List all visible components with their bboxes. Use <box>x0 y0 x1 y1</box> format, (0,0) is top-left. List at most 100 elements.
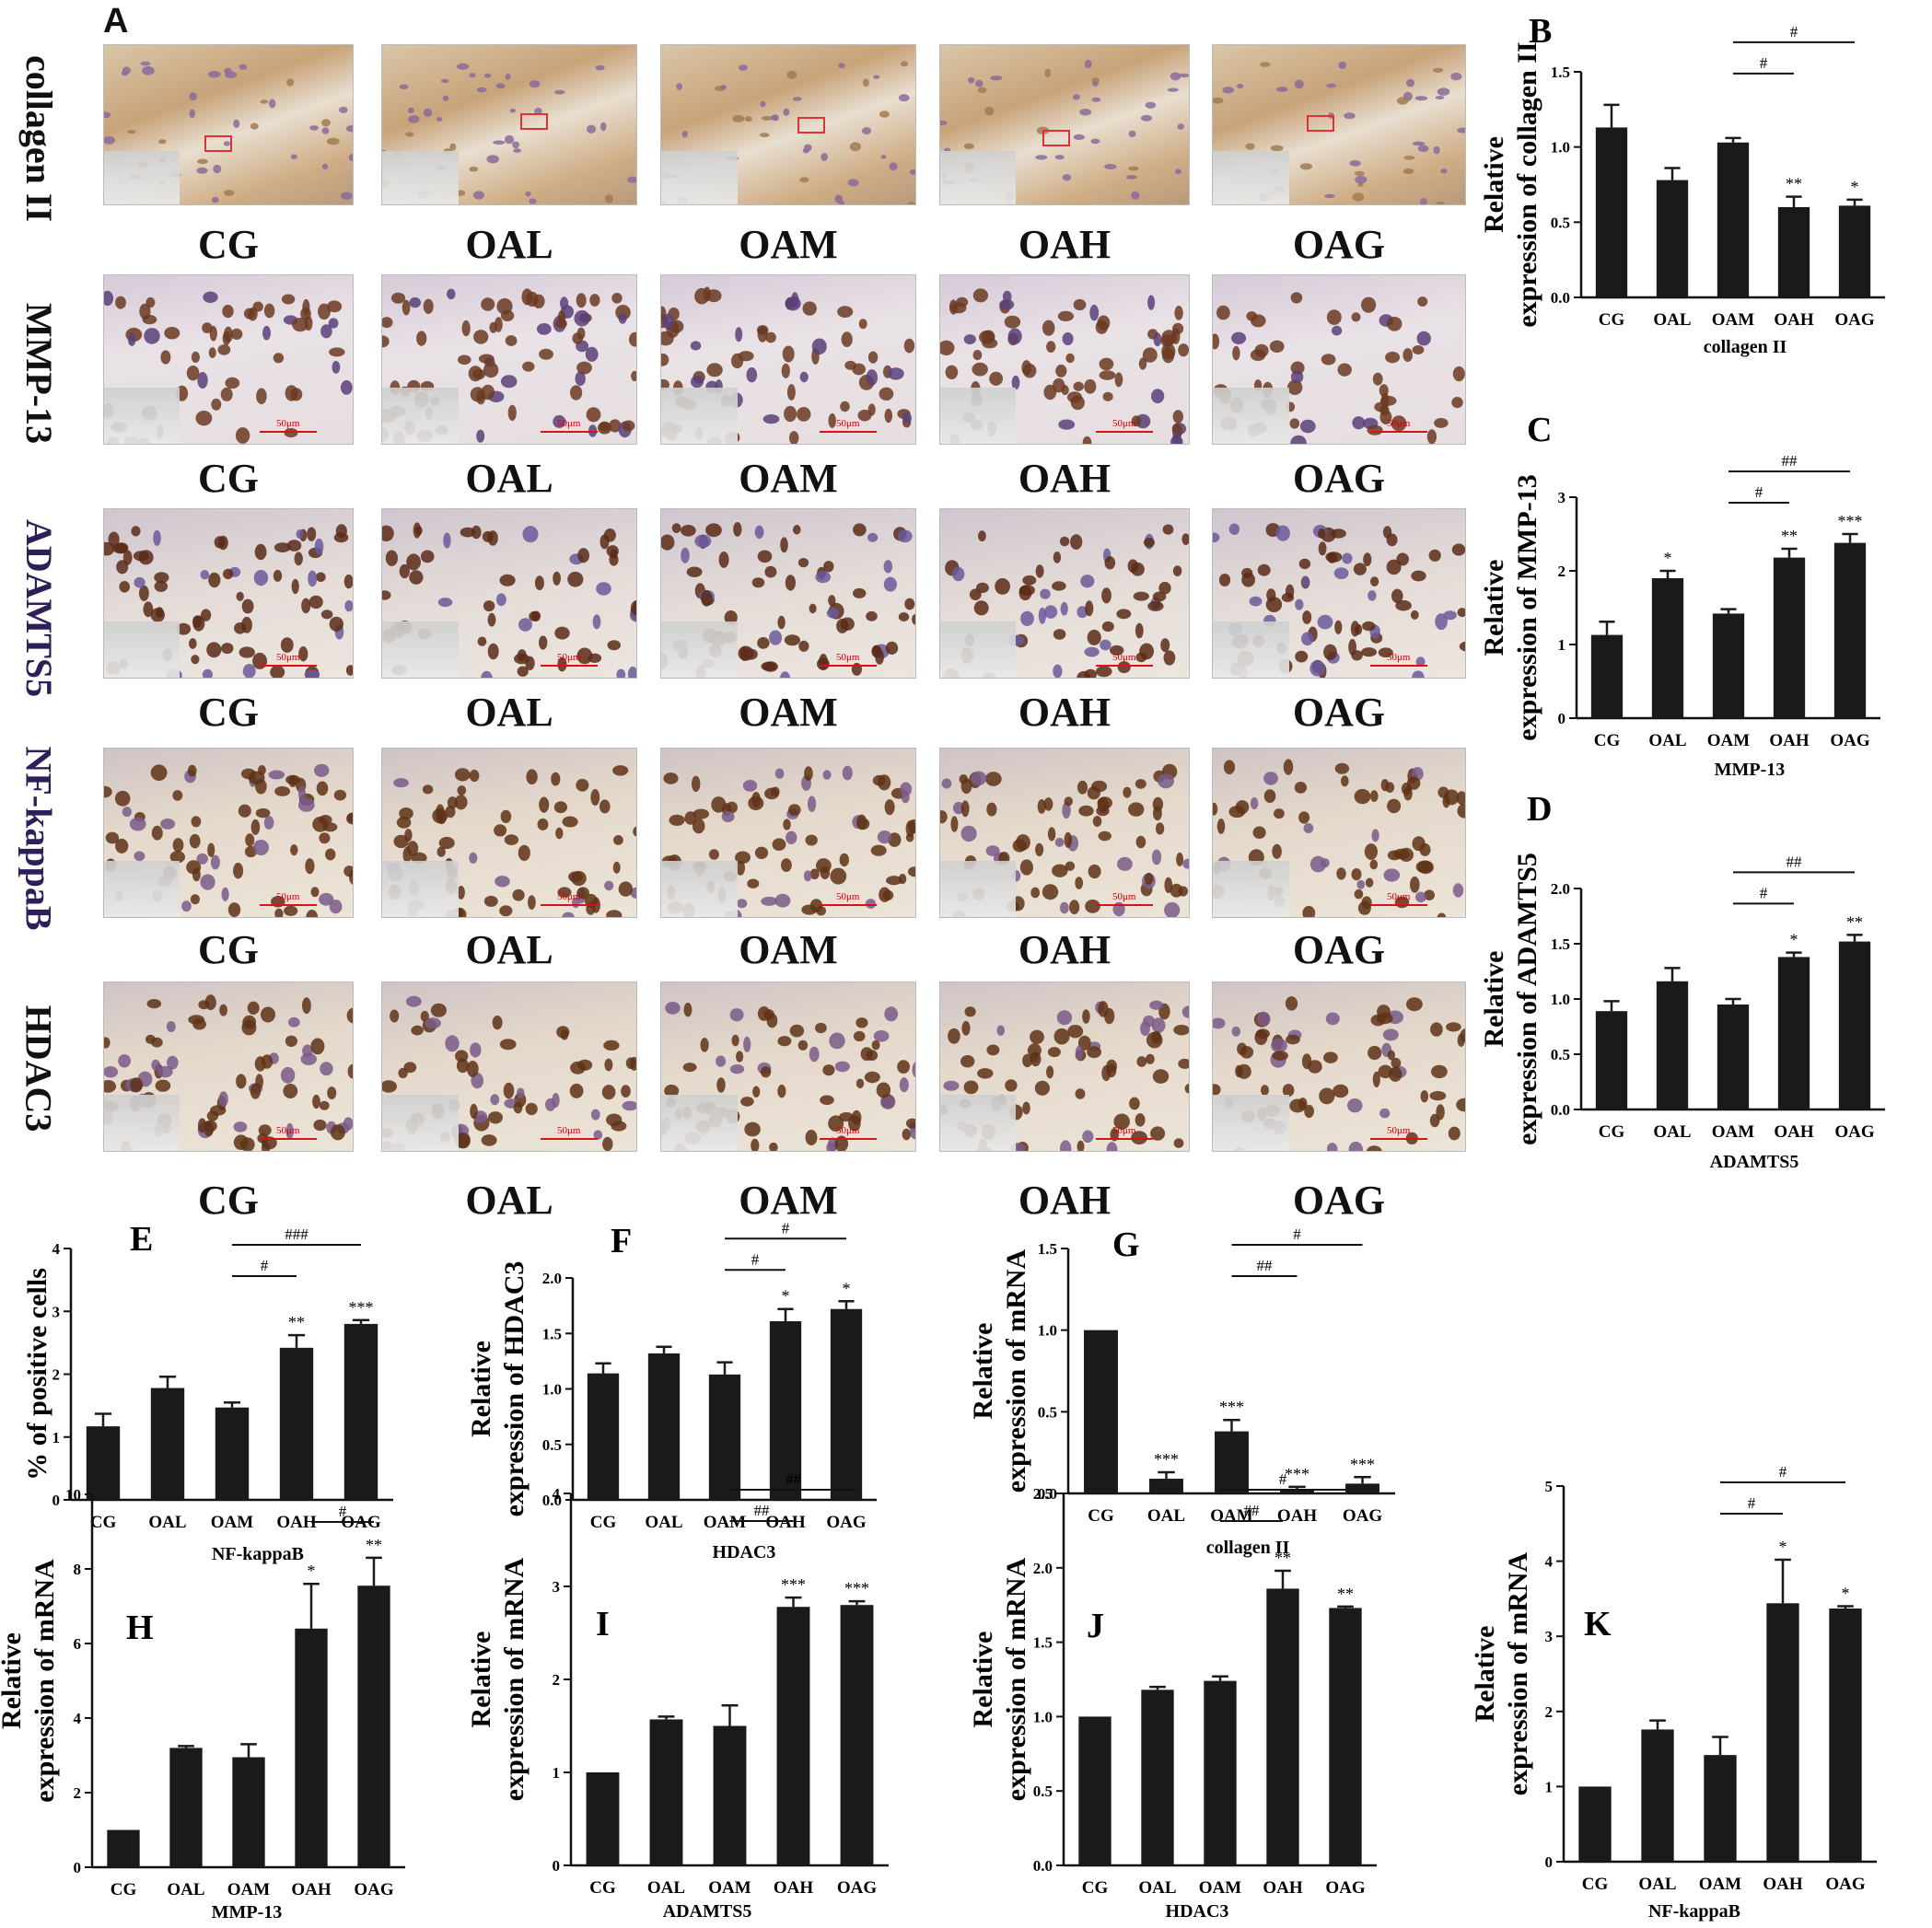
micrograph-adamts5-oam: 50μm <box>660 508 916 679</box>
scale-bar <box>1370 904 1427 906</box>
y-tick-label: 1 <box>1558 636 1566 654</box>
overview-inset <box>1213 151 1289 204</box>
group-label-oal: OAL <box>465 927 553 972</box>
row-label-1: MMP-13 <box>17 302 60 444</box>
y-tick-label: 3 <box>1558 489 1566 506</box>
scale-bar <box>1096 1138 1153 1140</box>
x-tick-label: CG <box>1082 1878 1109 1898</box>
x-tick-label: OAM <box>708 1878 751 1898</box>
group-label-oag: OAG <box>1292 927 1386 972</box>
group-label-cg: CG <box>198 1178 259 1223</box>
micrograph-hdac3-oah: 50μm <box>939 981 1190 1152</box>
group-label-cg: CG <box>198 222 259 267</box>
group-label-oal: OAL <box>465 456 553 501</box>
y-axis-title-line: Relative <box>466 1632 496 1728</box>
overview-inset <box>940 388 1016 444</box>
bar-oam <box>708 1374 741 1500</box>
y-axis-title: Relative expression of collagen II <box>1479 41 1542 327</box>
scale-bar-label: 50μm <box>1387 652 1411 663</box>
comparison-label: # <box>751 1250 760 1268</box>
x-tick-label: OAH <box>291 1880 332 1899</box>
y-tick-label: 2 <box>553 1671 561 1689</box>
y-axis-title-line: Relative <box>1479 560 1509 656</box>
y-axis-title: Relative expression of mRNA <box>466 1557 530 1801</box>
x-axis-title: ADAMTS5 <box>663 1901 752 1922</box>
overview-inset <box>661 151 738 204</box>
x-tick-label: OAG <box>1830 731 1870 750</box>
bar-oag <box>1345 1483 1379 1493</box>
group-label-oam: OAM <box>739 1178 838 1223</box>
scale-bar <box>820 431 877 433</box>
y-tick-label: 2.0 <box>1551 880 1570 898</box>
y-tick-label: 3 <box>52 1303 61 1320</box>
micrograph-nf-kappab-cg: 50μm <box>103 748 354 918</box>
group-label-oah: OAH <box>1018 1178 1111 1223</box>
scale-bar-label: 50μm <box>836 418 860 429</box>
micrograph-hdac3-cg: 50μm <box>103 981 354 1152</box>
bar-oam <box>232 1757 265 1867</box>
panel-letter-e: E <box>130 1220 153 1259</box>
bar-oal <box>1656 180 1689 297</box>
scale-bar-label: 50μm <box>836 652 860 663</box>
bar-oal <box>150 1388 185 1500</box>
overview-inset <box>661 1095 738 1151</box>
significance-mark: * <box>843 1279 851 1297</box>
y-tick-label: 4 <box>74 1710 82 1727</box>
bar-oam <box>1215 1431 1249 1493</box>
x-tick-label: OAM <box>704 1513 747 1532</box>
bar-oah <box>1280 1490 1314 1493</box>
bar-oam <box>713 1725 747 1865</box>
x-tick-label: OAG <box>826 1513 867 1532</box>
x-tick-label: OAM <box>1712 310 1755 330</box>
y-axis-title: Relative expression of mRNA <box>968 1557 1031 1801</box>
y-tick-label: 0.5 <box>1551 214 1570 231</box>
y-axis-title-line: expression of mRNA <box>499 1557 530 1801</box>
y-tick-label: 4 <box>553 1485 561 1503</box>
bar-cg <box>1078 1716 1111 1865</box>
overview-inset <box>940 1095 1016 1151</box>
scale-bar <box>1370 431 1427 433</box>
bar-oag <box>840 1605 874 1865</box>
group-label-oam: OAM <box>739 690 838 735</box>
micrograph-hdac3-oam: 50μm <box>660 981 916 1152</box>
bar-cg <box>1084 1330 1118 1493</box>
significance-mark: ** <box>288 1313 305 1331</box>
x-axis-title: MMP-13 <box>212 1902 283 1922</box>
y-tick-label: 1.5 <box>1038 1240 1057 1258</box>
x-tick-label: OAG <box>1834 310 1875 330</box>
x-tick-label: CG <box>1599 1122 1625 1142</box>
bar-cg <box>1595 1011 1628 1109</box>
bar-oag <box>1838 205 1871 297</box>
y-tick-label: 2.5 <box>1033 1485 1053 1503</box>
y-axis-title-line: expression of mRNA <box>1001 1249 1031 1492</box>
significance-mark: *** <box>844 1579 869 1597</box>
y-tick-label: 10 <box>65 1486 81 1504</box>
group-label-oal: OAL <box>465 222 553 267</box>
x-tick-label: OAL <box>645 1513 682 1532</box>
bar-cg <box>586 1772 620 1865</box>
y-tick-label: 0.0 <box>1038 1485 1057 1503</box>
panel-letter-f: F <box>611 1222 632 1260</box>
comparison-label: # <box>261 1257 269 1274</box>
scale-bar <box>260 665 317 667</box>
scale-bar-label: 50μm <box>1112 1125 1136 1136</box>
scale-bar-label: 50μm <box>836 1125 860 1136</box>
bar-cg <box>1590 634 1624 718</box>
x-tick-label: OAG <box>341 1513 381 1532</box>
y-axis-title-line: Relative <box>0 1632 27 1729</box>
y-axis-title: Relative expression of mRNA <box>1470 1551 1533 1795</box>
y-tick-label: 4 <box>1545 1553 1554 1571</box>
bar-oam <box>1717 1005 1750 1109</box>
y-axis-title: % of positive cells <box>22 1268 52 1481</box>
micrograph-adamts5-oag: 50μm <box>1212 508 1466 679</box>
bar-cg <box>1578 1786 1612 1862</box>
group-label-oam: OAM <box>739 222 838 267</box>
x-tick-label: OAH <box>1263 1878 1303 1898</box>
group-label-oah: OAH <box>1018 222 1111 267</box>
scale-bar <box>1096 665 1153 667</box>
panel-a-letter: A <box>103 2 129 41</box>
x-tick-label: OAM <box>1707 731 1751 750</box>
y-axis-title-line: expression of HDAC3 <box>499 1261 530 1517</box>
panel-letter-i: I <box>596 1605 610 1643</box>
overview-inset <box>940 861 1016 917</box>
